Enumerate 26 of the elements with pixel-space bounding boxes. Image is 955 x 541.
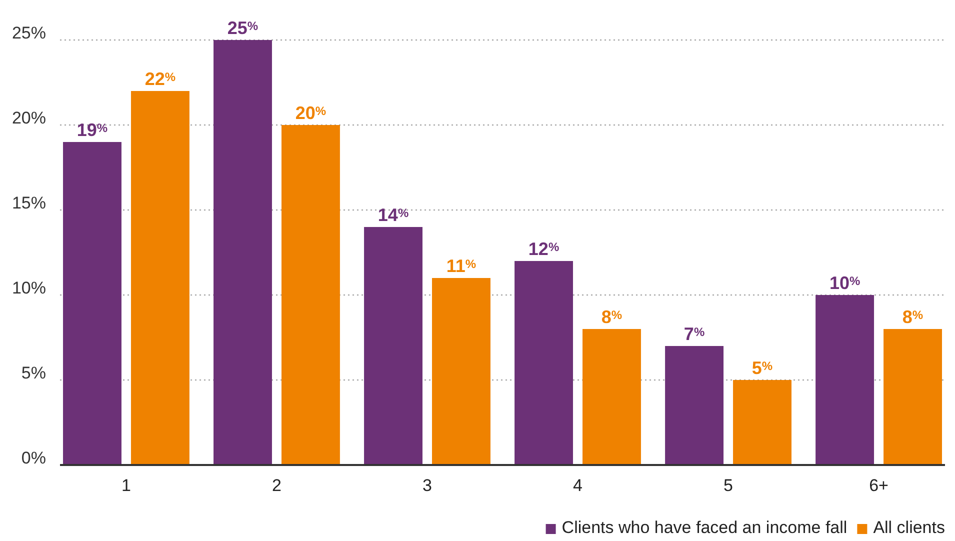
data-label: 12$^{%}$ bbox=[528, 239, 560, 259]
data-label: 11$^{%}$ bbox=[446, 256, 476, 276]
data-label: 7$^{%}$ bbox=[684, 324, 705, 344]
data-label: 8$^{%}$ bbox=[902, 307, 924, 327]
y-tick-label: 0% bbox=[21, 448, 46, 468]
x-tick-label: 2 bbox=[272, 476, 282, 496]
y-tick-label: 10% bbox=[12, 278, 46, 298]
y-tick-label: 20% bbox=[12, 108, 46, 128]
x-tick-label: 4 bbox=[573, 476, 582, 496]
x-tick-label: 3 bbox=[422, 476, 432, 496]
data-label: 20$^{%}$ bbox=[295, 103, 326, 123]
data-label: 10$^{%}$ bbox=[829, 273, 860, 293]
data-label: 25$^{%}$ bbox=[227, 18, 258, 38]
legend-label: All clients bbox=[873, 518, 945, 537]
x-tick-label: 5 bbox=[724, 476, 733, 496]
data-label: 22$^{%}$ bbox=[144, 69, 176, 89]
legend-label: Clients who have faced an income fall bbox=[562, 518, 848, 537]
y-tick-label: 25% bbox=[12, 23, 46, 42]
x-tick-label: 1 bbox=[121, 476, 131, 496]
y-tick-label: 5% bbox=[21, 363, 46, 382]
x-tick-label: 6+ bbox=[869, 476, 889, 496]
data-label: 5$^{%}$ bbox=[752, 358, 773, 378]
y-tick-label: 15% bbox=[12, 193, 46, 212]
data-label: 14$^{%}$ bbox=[378, 205, 409, 225]
data-label: 8$^{%}$ bbox=[601, 307, 622, 327]
data-label: 19$^{%}$ bbox=[76, 120, 108, 140]
